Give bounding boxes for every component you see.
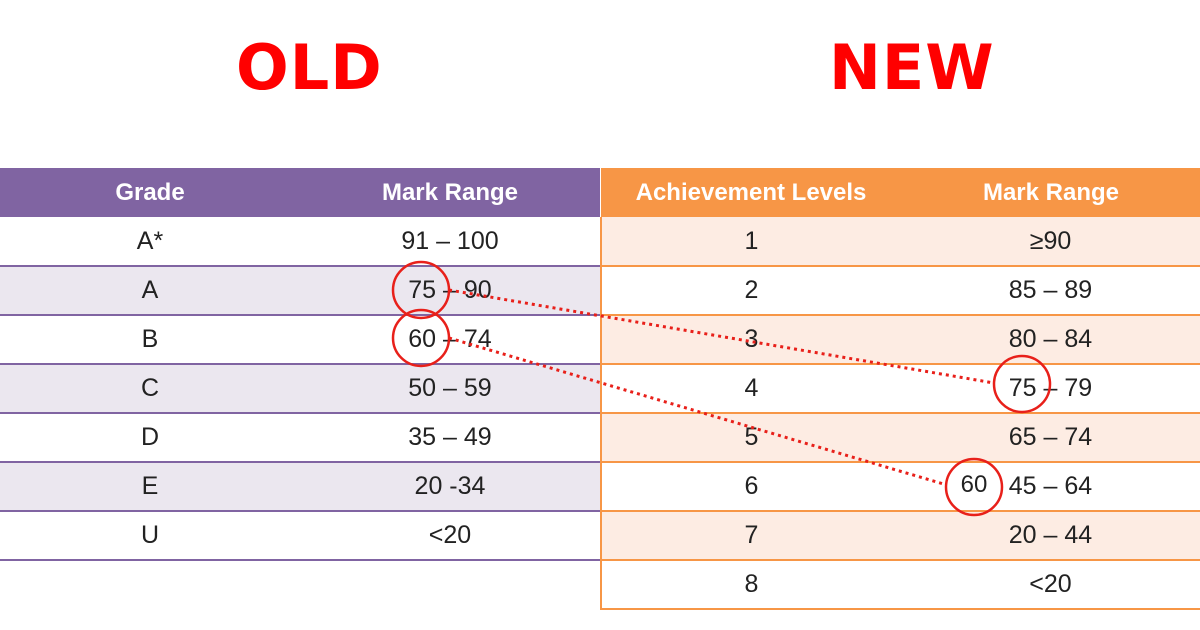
table-row: A* 91 – 100 (0, 217, 600, 267)
new-level-cell: 7 (600, 511, 901, 561)
old-range-cell: 91 – 100 (300, 217, 600, 267)
old-header-mark-range: Mark Range (300, 168, 600, 217)
new-range-cell: 85 – 89 (901, 266, 1200, 316)
new-heading: NEW (829, 31, 995, 104)
table-row: 1 ≥90 (600, 217, 1200, 267)
table-row: D 35 – 49 (0, 413, 600, 463)
table-row: B 60 – 74 (0, 315, 600, 365)
new-level-cell: 3 (600, 315, 901, 365)
new-level-cell: 2 (600, 266, 901, 316)
new-level-cell: 5 (600, 413, 901, 463)
table-row: A 75 – 90 (0, 266, 600, 316)
new-range-cell: 45 – 64 (901, 462, 1200, 512)
new-header-achievement-levels: Achievement Levels (601, 168, 901, 217)
old-grade-cell: C (0, 364, 300, 414)
old-range-cell: 60 – 74 (300, 315, 600, 365)
table-row: 2 85 – 89 (600, 266, 1200, 316)
new-table-header-row: Achievement Levels Mark Range (601, 168, 1200, 217)
old-grade-cell: U (0, 511, 300, 561)
table-row: 6 45 – 64 (600, 462, 1200, 512)
table-row: U <20 (0, 511, 600, 561)
new-header-mark-range: Mark Range (901, 168, 1200, 217)
new-achievement-table: Achievement Levels Mark Range 1 ≥90 2 85… (600, 168, 1200, 610)
old-grade-cell: B (0, 315, 300, 365)
new-range-cell: 20 – 44 (901, 511, 1200, 561)
new-range-cell: 75 – 79 (901, 364, 1200, 414)
old-grade-cell: D (0, 413, 300, 463)
old-range-cell: 50 – 59 (300, 364, 600, 414)
table-row: 8 <20 (600, 560, 1200, 610)
old-grade-cell: A (0, 266, 300, 316)
new-level-cell: 4 (600, 364, 901, 414)
old-table-header-row: Grade Mark Range (0, 168, 600, 217)
old-range-cell: 20 -34 (300, 462, 600, 512)
table-row: E 20 -34 (0, 462, 600, 512)
table-row: 3 80 – 84 (600, 315, 1200, 365)
old-grade-cell: E (0, 462, 300, 512)
new-range-cell: 65 – 74 (901, 413, 1200, 463)
new-range-cell: <20 (901, 560, 1200, 610)
old-grade-table: Grade Mark Range A* 91 – 100 A 75 – 90 B… (0, 168, 600, 561)
new-level-cell: 8 (600, 560, 901, 610)
new-level-cell: 6 (600, 462, 901, 512)
old-range-cell: 75 – 90 (300, 266, 600, 316)
table-row: C 50 – 59 (0, 364, 600, 414)
table-row: 5 65 – 74 (600, 413, 1200, 463)
old-range-cell: <20 (300, 511, 600, 561)
old-header-grade: Grade (0, 168, 300, 217)
old-heading: OLD (236, 31, 383, 104)
new-range-cell: 80 – 84 (901, 315, 1200, 365)
new-range-cell: ≥90 (901, 217, 1200, 267)
table-row: 7 20 – 44 (600, 511, 1200, 561)
new-level-cell: 1 (600, 217, 901, 267)
old-grade-cell: A* (0, 217, 300, 267)
table-row: 4 75 – 79 (600, 364, 1200, 414)
old-range-cell: 35 – 49 (300, 413, 600, 463)
